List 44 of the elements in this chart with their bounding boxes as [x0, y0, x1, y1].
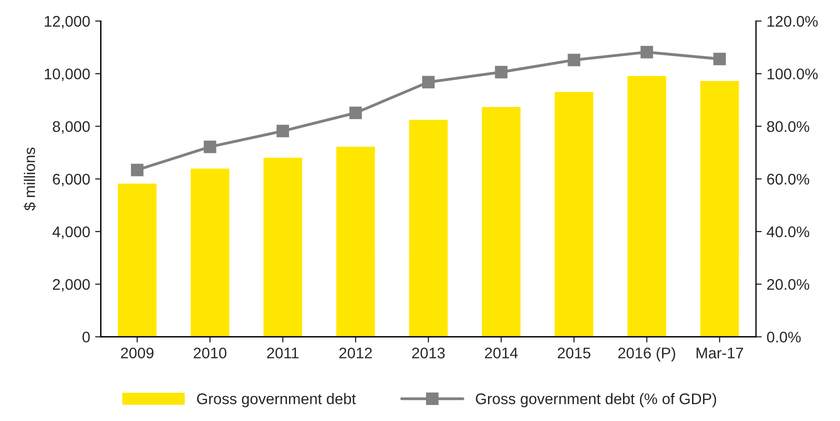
x-tick-label: 2016 (P): [618, 347, 676, 362]
x-tick-label: 2013: [412, 348, 445, 358]
x-tick-label: 2014: [484, 348, 518, 358]
point: [276, 124, 290, 138]
point: [204, 140, 216, 154]
x-tick-label: 2009: [120, 348, 154, 358]
bar: [334, 145, 376, 337]
x-tick-label: 2012: [339, 348, 372, 358]
y2-tick-label: 0.0%: [767, 332, 801, 342]
bar: [626, 74, 668, 337]
y-tick-label: 4,000: [52, 226, 90, 240]
x-tick-label: 2010: [194, 348, 226, 358]
point: [349, 106, 362, 120]
bar: [189, 167, 231, 337]
x-tick-label: Mar-17: [696, 348, 744, 358]
y2-tick-label: 20.0%: [767, 279, 810, 290]
bar: [408, 118, 450, 337]
y-tick-label: 12,000: [44, 16, 90, 29]
legend-label: Gross government debt: [197, 393, 356, 408]
y2-tick-label: 80.0%: [767, 121, 810, 132]
bar: [480, 106, 522, 337]
y2-tick-label: 100.0%: [768, 68, 818, 80]
y2-tick-label: 120.0%: [768, 16, 818, 27]
y-tick-label: 10,000: [44, 68, 90, 82]
bar: [116, 182, 158, 337]
y-axis-title: $ millions: [24, 148, 36, 211]
bar: [262, 156, 304, 337]
point: [130, 164, 144, 176]
x-tick-label: 2011: [267, 348, 298, 358]
y-tick-label: 6,000: [52, 174, 90, 186]
point: [713, 52, 726, 66]
bar: [698, 80, 740, 337]
y-tick-label: 8,000: [52, 121, 90, 134]
point: [422, 76, 435, 88]
y2-tick-label: 60.0%: [767, 174, 810, 185]
point: [494, 66, 508, 78]
bar: [553, 90, 595, 337]
point: [568, 54, 580, 66]
legend-label: Gross government debt (% of GDP): [476, 393, 716, 408]
y2-tick-label: 40.0%: [766, 226, 810, 238]
x-tick-label: 2015: [558, 348, 590, 358]
point: [640, 46, 654, 58]
y-tick-label: 0: [82, 332, 90, 342]
y-tick-label: 2,000: [52, 279, 90, 292]
